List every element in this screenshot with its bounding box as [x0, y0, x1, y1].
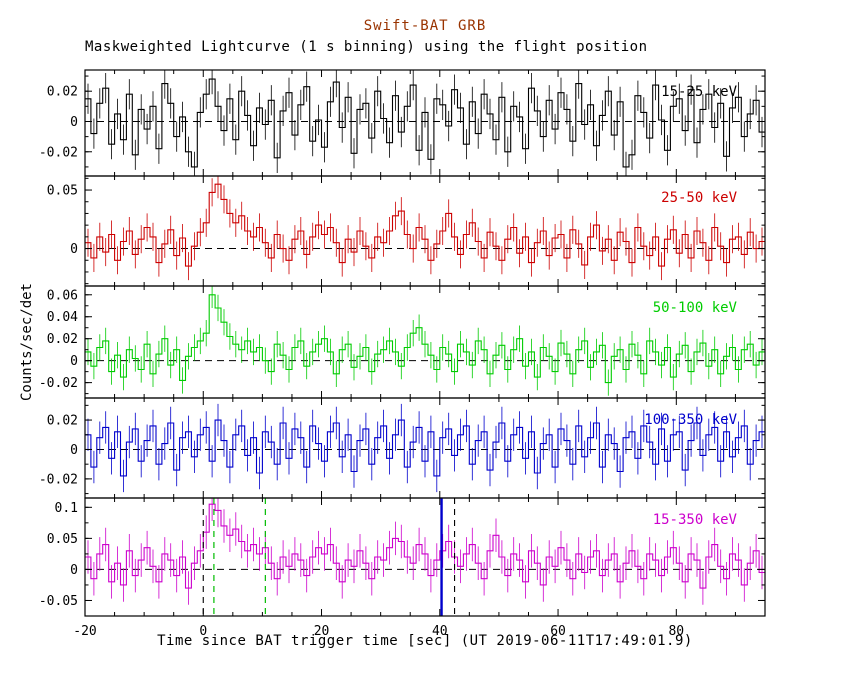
x-tick-label: 60 — [550, 624, 566, 639]
error-bars — [87, 286, 763, 396]
panel-2: -0.02 0 0.02 0.04 0.06 50-100 keV — [39, 285, 766, 399]
y-tick-label: -0.02 — [39, 472, 78, 487]
y-tick-label: 0.05 — [47, 532, 78, 547]
y-tick-label: 0.04 — [47, 310, 78, 325]
y-tick-label: 0.02 — [47, 332, 78, 347]
panel-4: -0.05 0 0.05 0.1 15-350 keV — [39, 497, 766, 617]
x-tick-label: 0 — [199, 624, 207, 639]
y-tick-label: 0 — [70, 354, 78, 369]
band-label: 25-50 keV — [661, 190, 737, 206]
y-tick-label: 0.05 — [47, 184, 78, 199]
band-label: 15-350 keV — [653, 512, 738, 528]
series-4 — [85, 498, 765, 605]
y-tick-label: 0.02 — [47, 414, 78, 429]
series-1 — [85, 176, 765, 281]
y-tick-label: -0.02 — [39, 376, 78, 391]
lightcurve-step-line — [85, 183, 765, 267]
y-tick-label: 0 — [70, 242, 78, 257]
x-tick-label: 40 — [432, 624, 448, 639]
figure-subtitle: Maskweighted Lightcurve (1 s binning) us… — [85, 39, 648, 55]
x-axis-label: Time since BAT trigger time [sec] (UT 20… — [157, 633, 693, 649]
band-label: 100-350 keV — [644, 412, 737, 428]
panel-frame — [84, 497, 766, 617]
y-tick-label: 0 — [70, 443, 78, 458]
lightcurve-step-line — [85, 294, 765, 384]
y-tick-label: 0 — [70, 115, 78, 130]
panel-3: -0.02 0 0.02 100-350 keV — [39, 397, 766, 499]
y-tick-label: 0.06 — [47, 288, 78, 303]
series-2 — [85, 286, 765, 396]
y-tick-label: -0.05 — [39, 594, 78, 609]
series-0 — [85, 70, 765, 176]
lightcurve-step-line — [85, 419, 765, 477]
band-label: 15-25 keV — [661, 84, 737, 100]
lightcurve-step-line — [85, 78, 765, 168]
panel-0: -0.02 0 0.02 15-25 keV — [39, 69, 766, 177]
lightcurve-step-line — [85, 503, 765, 589]
error-bars — [87, 70, 763, 176]
error-bars — [87, 498, 763, 605]
y-tick-label: 0.02 — [47, 85, 78, 100]
x-tick-label: 80 — [668, 624, 684, 639]
y-tick-label: -0.02 — [39, 145, 78, 160]
panel-1: 0 0.05 25-50 keV — [47, 175, 766, 287]
x-tick-label: -20 — [73, 624, 96, 639]
band-label: 50-100 keV — [653, 300, 738, 316]
y-tick-label: 0.1 — [55, 501, 78, 516]
x-tick-label: 20 — [314, 624, 330, 639]
error-bars — [87, 176, 763, 281]
y-tick-label: 0 — [70, 563, 78, 578]
figure-title: Swift-BAT GRB — [363, 18, 487, 34]
